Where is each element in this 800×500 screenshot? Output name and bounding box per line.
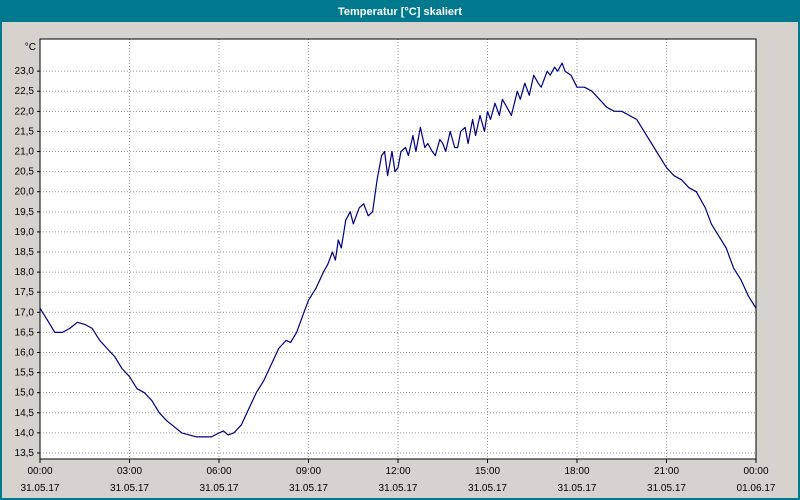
x-axis-date-label: 31.05.17 [289, 483, 328, 494]
y-axis-label: 14,5 [15, 408, 35, 419]
y-axis-label: 21,5 [15, 126, 35, 137]
chart-area: 23,0 22,5 22,0 21,5 21,0 20,5 20,0 19,5 19,0 18,5… [2, 22, 798, 498]
x-axis-date-label: 31.05.17 [558, 483, 597, 494]
y-axis-label: 19,0 [15, 227, 35, 238]
chart-svg: 23,0 22,5 22,0 21,5 21,0 20,5 20,0 19,5 19,0 18,5… [15, 38, 776, 494]
plot-frame [39, 38, 757, 460]
y-axis-label: 18,0 [15, 267, 35, 278]
y-axis-label: 21,0 [15, 147, 35, 158]
y-axis-label: 20,0 [15, 187, 35, 198]
x-axis-date-label: 31.05.17 [647, 483, 686, 494]
x-axis-time-label: 09:00 [296, 466, 321, 477]
y-axis-label: 18,5 [15, 247, 35, 258]
x-axis-date-label: 31.05.17 [110, 483, 149, 494]
y-axis-label: 14,0 [15, 428, 35, 439]
y-axis-label: 20,5 [15, 167, 35, 178]
x-axis-date-label: 01.06.17 [737, 483, 776, 494]
x-axis-date-label: 31.05.17 [379, 483, 418, 494]
y-axis-unit-label: °C [25, 42, 36, 53]
x-axis-date-label: 31.05.17 [200, 483, 239, 494]
x-axis-time-label: 06:00 [206, 466, 231, 477]
y-axis-label: 16,0 [15, 347, 35, 358]
x-axis-date-label: 31.05.17 [468, 483, 507, 494]
window-title-bar: Temperatur [°C] skaliert [2, 2, 798, 22]
y-axis-label: 16,5 [15, 327, 35, 338]
x-axis-time-label: 03:00 [117, 466, 142, 477]
x-axis-time-label: 15:00 [475, 466, 500, 477]
y-axis-label: 19,5 [15, 207, 35, 218]
y-axis-label: 13,5 [15, 448, 35, 459]
y-axis-label: 15,0 [15, 388, 35, 399]
x-axis-time-label: 00:00 [27, 466, 52, 477]
y-axis-label: 17,0 [15, 307, 35, 318]
x-axis-time-label: 12:00 [385, 466, 410, 477]
y-axis-label: 15,5 [15, 368, 35, 379]
x-axis-time-label: 21:00 [654, 466, 679, 477]
y-axis-label: 22,5 [15, 86, 35, 97]
temperature-series-line [39, 62, 757, 438]
window-title: Temperatur [°C] skaliert [337, 6, 462, 18]
y-axis-label: 23,0 [15, 66, 35, 77]
x-axis-time-label: 18:00 [564, 466, 589, 477]
y-axis-label: 22,0 [15, 106, 35, 117]
y-axis-label: 17,5 [15, 287, 35, 298]
x-axis-date-label: 31.05.17 [21, 483, 60, 494]
x-axis-time-label: 00:00 [743, 466, 768, 477]
